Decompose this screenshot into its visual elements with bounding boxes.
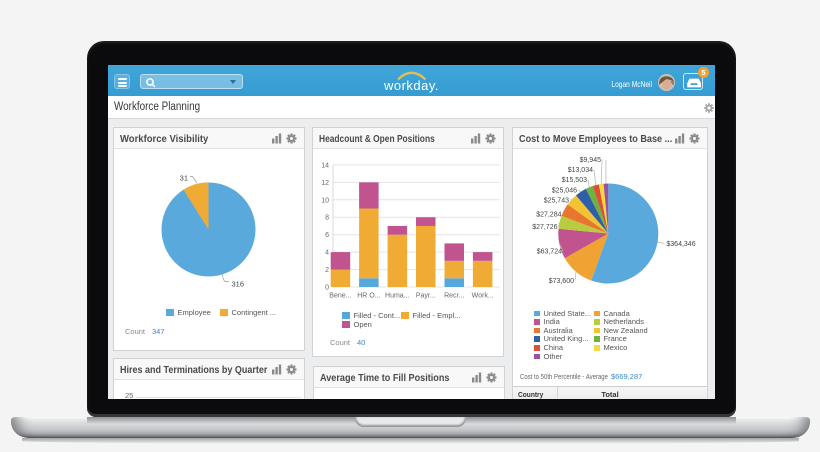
svg-text:Recr...: Recr... [444,293,464,300]
svg-text:Payr...: Payr... [416,293,436,300]
svg-text:2: 2 [325,267,329,274]
svg-text:Huma...: Huma... [385,293,410,300]
svg-text:4: 4 [325,250,329,257]
svg-text:31: 31 [180,174,188,183]
svg-text:14: 14 [321,162,329,169]
svg-text:Bene...: Bene... [329,293,351,300]
svg-text:$27,726: $27,726 [532,224,557,231]
svg-text:$25,046: $25,046 [552,187,577,194]
svg-text:6: 6 [325,232,329,239]
svg-text:$73,600: $73,600 [549,278,574,285]
svg-text:HR O...: HR O... [357,293,380,300]
svg-text:0: 0 [325,285,329,292]
svg-text:Work...: Work... [472,293,494,300]
svg-text:$27,284: $27,284 [536,211,561,218]
svg-text:$9,945: $9,945 [580,157,602,164]
svg-text:$364,346: $364,346 [666,241,695,248]
svg-text:$15,503: $15,503 [562,177,587,184]
svg-text:8: 8 [325,215,329,222]
svg-text:$13,034: $13,034 [568,167,593,174]
svg-text:10: 10 [321,197,329,204]
svg-text:$25,743: $25,743 [544,197,569,204]
svg-text:316: 316 [232,280,245,289]
svg-text:12: 12 [321,180,329,187]
svg-text:$63,724: $63,724 [537,249,562,256]
